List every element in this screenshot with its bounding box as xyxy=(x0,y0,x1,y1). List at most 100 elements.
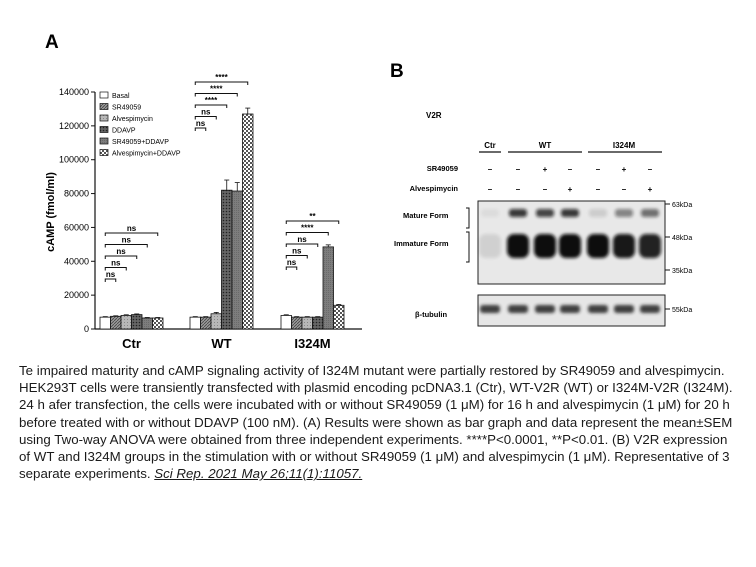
y-tick-label: 40000 xyxy=(64,256,89,266)
legend-label: SR49059 xyxy=(112,105,141,112)
significance-bracket xyxy=(194,93,238,97)
immature-band xyxy=(639,234,661,258)
bar xyxy=(231,190,243,330)
significance-label: ns xyxy=(196,119,206,128)
blot-row-alvespimycin-label: Alvespimycin xyxy=(410,184,459,193)
bar xyxy=(131,314,143,330)
significance-bracket xyxy=(104,232,159,236)
tubulin-band xyxy=(588,305,608,313)
immature-band xyxy=(613,234,635,258)
significance-bracket xyxy=(285,220,340,224)
bar xyxy=(301,316,313,330)
bar xyxy=(200,316,212,330)
kda-48: 48kDa xyxy=(672,235,692,242)
significance-label: ** xyxy=(309,212,316,221)
bar xyxy=(322,246,334,330)
significance-label: **** xyxy=(215,73,228,82)
immature-band xyxy=(559,234,581,258)
legend-label: DDAVP xyxy=(112,128,136,135)
citation-link[interactable]: Sci Rep. 2021 May 26;11(1):11057. xyxy=(154,466,363,482)
significance-label: ns xyxy=(116,247,126,256)
legend-label: Alvespimycin+DDAVP xyxy=(112,151,181,158)
tubulin-band xyxy=(560,305,580,313)
significance-bracket xyxy=(194,116,217,120)
legend-swatch xyxy=(99,126,109,133)
significance-bracket xyxy=(194,127,207,131)
mature-band xyxy=(615,209,633,217)
bar xyxy=(189,316,201,330)
significance-bracket xyxy=(104,267,127,271)
tubulin-band xyxy=(480,305,500,313)
bar xyxy=(120,315,132,330)
legend-swatch xyxy=(99,103,109,110)
mature-form-label: Mature Form xyxy=(403,211,449,220)
blot-row-sr49059-label: SR49059 xyxy=(427,164,458,173)
tubulin-bands xyxy=(480,305,660,313)
kda-55: 55kDa xyxy=(672,307,692,314)
alvespimycin-sign: + xyxy=(648,185,653,194)
bar xyxy=(152,317,164,330)
bar xyxy=(291,316,303,330)
tubulin-band xyxy=(535,305,555,313)
alvespimycin-sign: – xyxy=(488,185,493,194)
alvespimycin-sign: + xyxy=(568,185,573,194)
alvespimycin-sign: – xyxy=(596,185,601,194)
kda-35: 35kDa xyxy=(672,268,692,275)
tubulin-band xyxy=(508,305,528,313)
bar xyxy=(333,304,345,330)
figure: A cAMP (fmol/ml) 0 20000 40000 60000 80000 10… xyxy=(45,32,692,351)
panel-a-letter: A xyxy=(45,32,59,53)
tubulin-label: β-tubulin xyxy=(415,310,447,319)
significance-label: ns xyxy=(111,259,121,268)
x-category-label: WT xyxy=(211,336,231,351)
blot-group-ctr: Ctr xyxy=(484,141,496,150)
immature-form-label: Immature Form xyxy=(394,239,449,248)
bar xyxy=(99,316,111,330)
kda-63: 63kDa xyxy=(672,202,692,209)
immature-band xyxy=(507,234,529,258)
tubulin-band xyxy=(640,305,660,313)
mature-band xyxy=(509,209,527,217)
legend-swatch xyxy=(99,137,109,145)
bar xyxy=(210,313,222,330)
y-tick-label: 80000 xyxy=(64,189,89,199)
y-axis-label: cAMP (fmol/ml) xyxy=(45,172,57,252)
significance-label: ns xyxy=(287,258,297,267)
mature-band xyxy=(641,209,659,217)
figure-caption: Te impaired maturity and cAMP signaling … xyxy=(19,362,737,482)
x-category-label: I324M xyxy=(294,336,330,351)
significance-label: ns xyxy=(292,247,302,256)
y-tick-label: 20000 xyxy=(64,290,89,300)
significance-label: ns xyxy=(106,270,116,279)
alvespimycin-sign: – xyxy=(516,185,521,194)
mature-band xyxy=(536,209,554,217)
significance-bracket xyxy=(285,243,319,247)
sr49059-sign: – xyxy=(596,165,601,174)
y-tick-label: 140000 xyxy=(59,87,89,97)
x-category-label: Ctr xyxy=(122,336,141,351)
bar xyxy=(242,113,254,330)
alvespimycin-sign: – xyxy=(543,185,548,194)
cAMP-bar-chart: 0 20000 40000 60000 80000 100000 120000 140000 C… xyxy=(59,73,362,351)
bar xyxy=(221,189,233,330)
significance-bracket xyxy=(104,278,117,282)
significance-bracket xyxy=(285,266,298,270)
significance-label: ns xyxy=(297,235,307,244)
immature-band xyxy=(479,234,501,258)
mature-form-bracket xyxy=(466,207,470,229)
alvespimycin-sign: – xyxy=(622,185,627,194)
significance-label: **** xyxy=(210,85,223,94)
blot-group-i324m: I324M xyxy=(613,141,636,150)
bar xyxy=(141,317,153,330)
y-tick-label: 120000 xyxy=(59,121,89,131)
blot-treatment-signs: – – – – + – – + – – + – – + xyxy=(488,165,653,194)
blot-group-wt: WT xyxy=(539,141,552,150)
caption-text: Te impaired maturity and cAMP signaling … xyxy=(19,363,733,482)
sr49059-sign: + xyxy=(543,165,548,174)
significance-label: **** xyxy=(301,224,314,233)
significance-label: ns xyxy=(201,108,211,117)
immature-form-bracket xyxy=(466,231,470,263)
sr49059-sign: – xyxy=(568,165,573,174)
mature-band xyxy=(481,209,499,217)
immature-band xyxy=(587,234,609,258)
